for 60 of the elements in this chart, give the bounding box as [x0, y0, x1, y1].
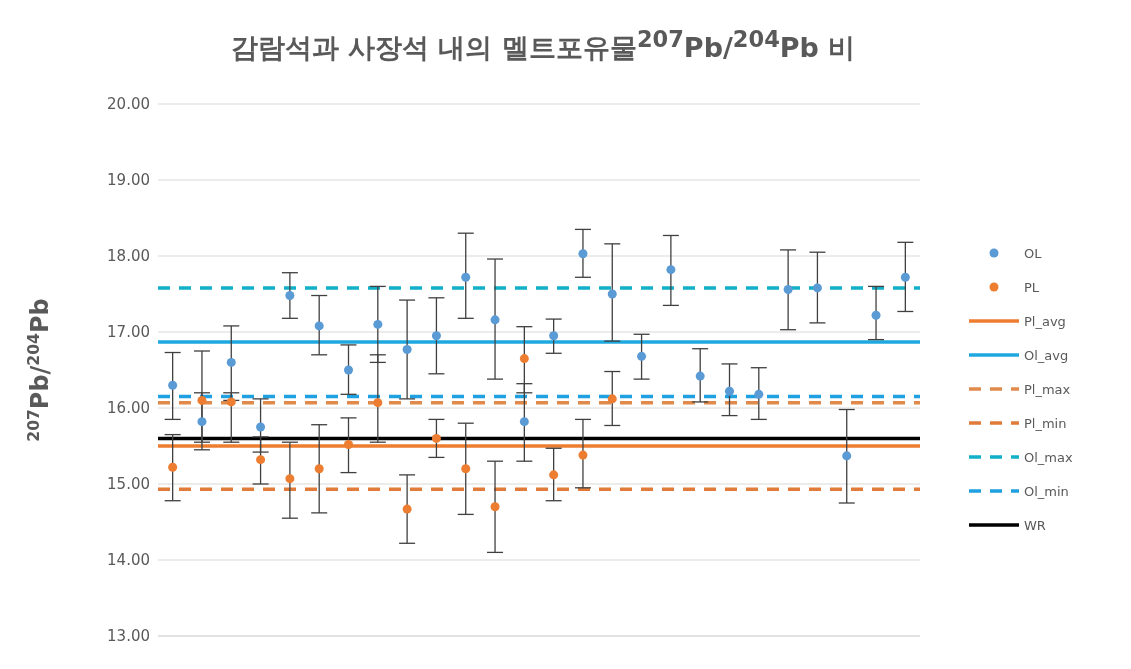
point [783, 284, 793, 294]
point [607, 394, 617, 404]
point [343, 439, 354, 449]
y-tick-label: 13.00 [107, 627, 150, 646]
point [314, 464, 324, 474]
point [197, 417, 207, 427]
point [373, 319, 383, 329]
point [578, 249, 588, 259]
chart-title: 감람석과 사장석 내의 멜트포유물$^{207}$Pb/$^{204}$Pb 비 [229, 26, 857, 65]
point [754, 389, 764, 399]
legend-label: PL [1024, 279, 1040, 295]
point [695, 371, 705, 381]
point [402, 504, 412, 514]
y-tick-label: 16.00 [107, 399, 150, 418]
point [343, 365, 354, 375]
legend-label: Ol_avg [1024, 347, 1069, 363]
point [607, 289, 617, 299]
point [431, 433, 441, 443]
point [285, 474, 295, 484]
point [519, 417, 529, 427]
point [197, 395, 207, 405]
point [666, 265, 676, 275]
legend-label: OL [1024, 245, 1042, 261]
y-tick-label: 19.00 [107, 171, 150, 190]
point [256, 455, 266, 465]
point [402, 344, 412, 354]
legend-label: Pl_max [1024, 381, 1071, 397]
point [373, 398, 383, 408]
y-tick-label: 14.00 [107, 551, 150, 570]
point [431, 331, 441, 341]
point [812, 283, 822, 293]
point [842, 451, 852, 461]
point [314, 321, 324, 331]
point [637, 351, 647, 361]
y-tick-label: 20.00 [107, 95, 150, 114]
y-tick-label: 15.00 [107, 475, 150, 494]
point [461, 464, 471, 474]
point [724, 386, 735, 396]
point [256, 422, 266, 432]
point [461, 272, 471, 282]
legend-label: Pl_min [1024, 415, 1067, 431]
point [226, 397, 236, 407]
point [168, 462, 178, 472]
point [490, 502, 500, 512]
point [226, 357, 236, 367]
point [285, 291, 295, 301]
legend-label: WR [1024, 517, 1046, 533]
legend-label: Ol_min [1024, 483, 1069, 499]
point [168, 380, 178, 390]
point [490, 315, 500, 325]
point [578, 450, 588, 460]
point [549, 470, 559, 480]
y-tick-label: 18.00 [107, 247, 150, 266]
legend-label: Ol_max [1024, 449, 1073, 465]
point [549, 331, 559, 341]
point [900, 272, 910, 282]
legend-label: Pl_avg [1024, 313, 1066, 329]
point [871, 310, 881, 320]
point [519, 354, 529, 364]
y-tick-label: 17.00 [107, 323, 150, 342]
